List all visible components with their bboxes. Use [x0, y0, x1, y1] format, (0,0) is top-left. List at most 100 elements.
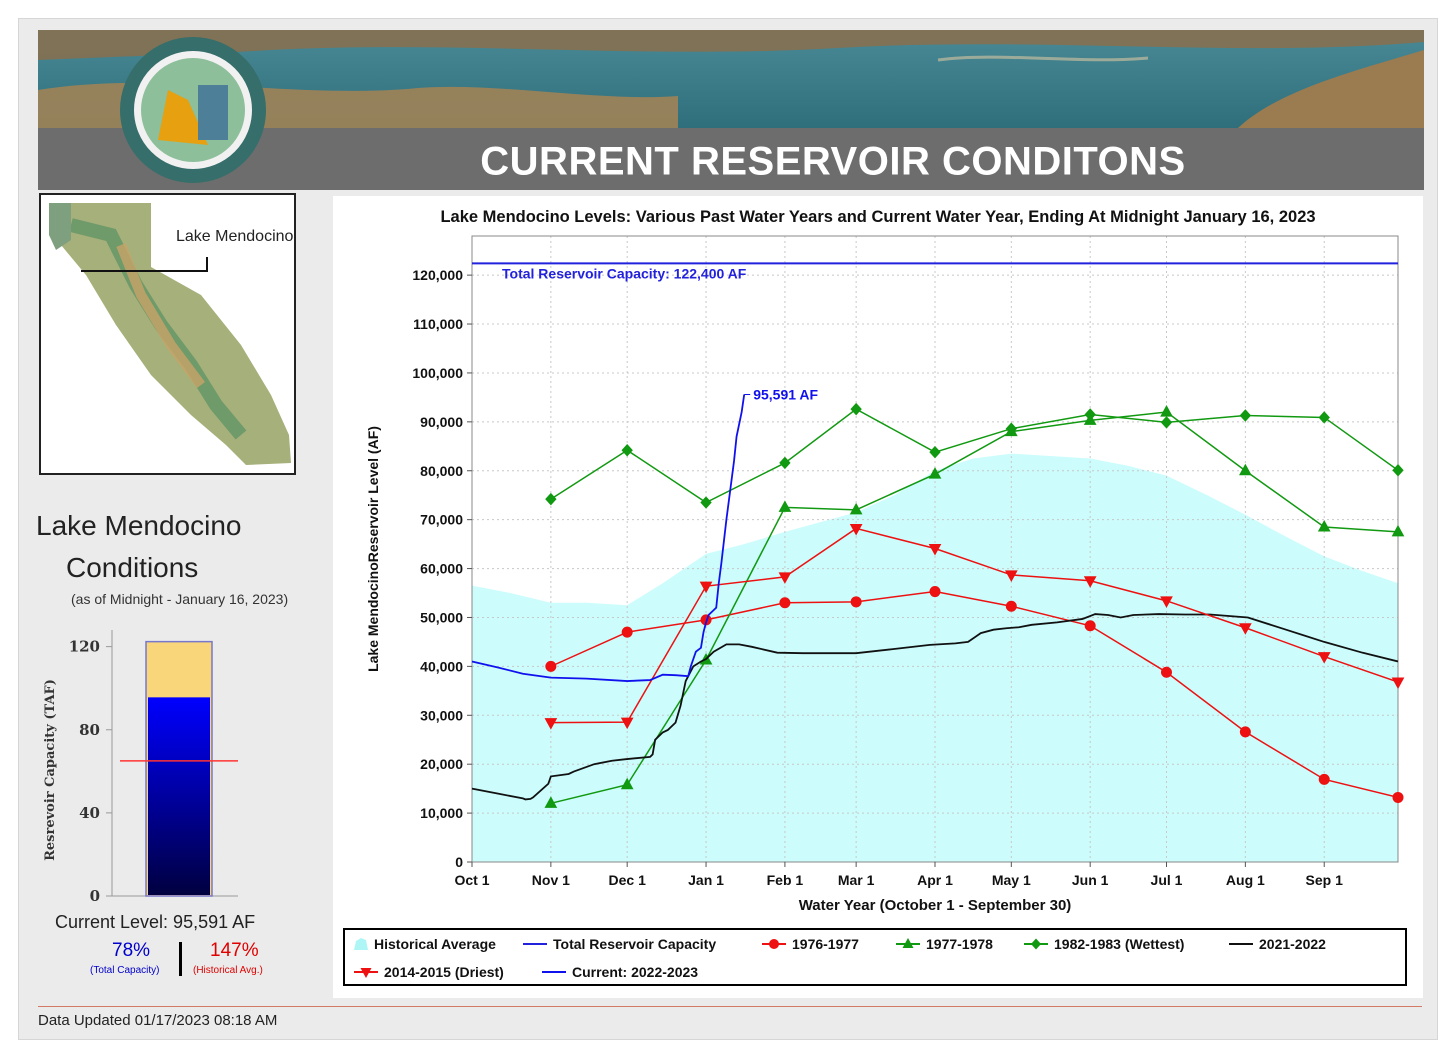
data-point-1976-1977: [1161, 666, 1172, 678]
x-tick-label: Jan 1: [688, 872, 724, 888]
chart-xlabel: Water Year (October 1 - September 30): [799, 897, 1072, 914]
total-capacity-label: Total Reservoir Capacity: 122,400 AF: [502, 265, 747, 281]
data-point-1977-1978: [620, 777, 634, 790]
percent-total-capacity: 78%: [112, 940, 151, 961]
legend-label: 1982-1983 (Wettest): [1054, 936, 1185, 952]
data-point-1977-1978: [544, 796, 558, 808]
data-point-1976-1977: [1239, 726, 1251, 738]
chart-ylabel: Lake MendocinoReservoir Level (AF): [365, 426, 381, 672]
y-tick-label: 10,000: [420, 805, 463, 821]
legend-item-1976-1977: 1976-1977: [761, 936, 859, 952]
legend-item-1982-1983-wettest: 1982-1983 (Wettest): [1023, 936, 1184, 952]
legend-swatch-icon: [896, 938, 920, 948]
y-tick-label: 50,000: [420, 609, 463, 625]
y-tick-label: 110,000: [413, 316, 463, 332]
capacity-gauge: Resrevoir Capacity (TAF) 0 40 80 120: [43, 630, 238, 905]
legend-label: 1976-1977: [792, 936, 859, 952]
legend-item-current-2022-2023: Current: 2022-2023: [541, 964, 698, 980]
data-point-2014-2015-driest: [620, 717, 634, 730]
california-map-image: [49, 203, 291, 465]
current-level: Current Level: 95,591 AF: [55, 912, 256, 932]
legend-swatch-icon: [1229, 943, 1253, 945]
current-level-annotation: 95,591 AF: [753, 387, 818, 403]
data-point-1982-1983-wettest: [929, 445, 941, 459]
y-tick-label: 80,000: [420, 463, 463, 479]
california-map: [39, 193, 296, 475]
data-point-1976-1977: [621, 626, 633, 638]
data-point-2014-2015-driest: [1083, 576, 1097, 588]
chart-panel: Lake Mendocino Levels: Various Past Wate…: [333, 196, 1423, 998]
series-line-2014-2015-driest: [550, 527, 1399, 724]
y-tick-label: 20,000: [420, 756, 463, 772]
legend-item-total-reservoir-capacity: Total Reservoir Capacity: [522, 936, 716, 952]
series-line-2021-2022: [471, 613, 1399, 801]
percent-historical-average-label: (Historical Avg.): [193, 965, 263, 976]
x-tick-label: Sep 1: [1306, 872, 1344, 888]
data-point-1982-1983-wettest: [779, 456, 791, 470]
map-label: Lake Mendocino: [176, 228, 294, 245]
series-line-current-2022-2023: [471, 394, 746, 682]
legend-label: 2014-2015 (Driest): [384, 964, 504, 980]
percent-total-capacity-label: (Total Capacity): [90, 965, 160, 976]
data-point-1977-1978: [1239, 463, 1252, 476]
map-pointer-line: [81, 257, 208, 272]
data-point-1976-1977: [850, 596, 862, 608]
data-point-1976-1977: [779, 597, 791, 609]
levels-chart: Lake Mendocino Levels: Various Past Wate…: [365, 208, 1405, 914]
data-point-2014-2015-driest: [544, 718, 558, 730]
x-tick-label: Feb 1: [767, 872, 804, 888]
data-point-1977-1978: [1391, 524, 1405, 537]
series-line-1977-1978: [550, 411, 1399, 805]
data-point-1982-1983-wettest: [1239, 409, 1252, 422]
data-updated: Data Updated 01/17/2023 08:18 AM: [38, 1012, 278, 1029]
gauge-ylabel: Resrevoir Capacity (TAF): [43, 679, 58, 861]
data-point-1982-1983-wettest: [1160, 416, 1173, 429]
x-tick-label: Nov 1: [532, 872, 570, 888]
legend-swatch-icon: [762, 939, 786, 949]
x-tick-label: May 1: [992, 872, 1031, 888]
data-point-1976-1977: [1005, 600, 1017, 612]
legend-swatch-icon: [354, 938, 368, 950]
y-tick-label: 70,000: [420, 512, 463, 528]
legend-item-2021-2022: 2021-2022: [1228, 936, 1326, 952]
gauge-tick-label: 120: [69, 638, 100, 656]
footer-divider: [38, 1006, 1422, 1007]
y-tick-label: 100,000: [412, 365, 463, 381]
data-point-2014-2015-driest: [1317, 652, 1331, 664]
dwr-seal-icon: [120, 37, 266, 183]
banner-lake-image: [38, 30, 1424, 190]
data-point-1976-1977: [1084, 620, 1096, 632]
data-point-2014-2015-driest: [1391, 677, 1405, 690]
y-tick-label: 30,000: [420, 707, 463, 723]
data-point-2014-2015-driest: [699, 581, 713, 594]
data-point-1982-1983-wettest: [1084, 408, 1096, 421]
conditions-title-line2: Conditions: [66, 552, 199, 583]
data-point-1982-1983-wettest: [1005, 422, 1017, 435]
x-tick-label: Aug 1: [1226, 872, 1265, 888]
legend-swatch-icon: [354, 968, 378, 978]
data-point-1982-1983-wettest: [545, 492, 557, 506]
x-tick-label: Dec 1: [609, 872, 647, 888]
legend-label: 1977-1978: [926, 936, 993, 952]
y-tick-label: 90,000: [420, 414, 463, 430]
data-point-1977-1978: [849, 502, 863, 515]
data-point-2014-2015-driest: [1239, 623, 1252, 635]
gauge-tick-label: 0: [90, 887, 100, 905]
data-point-1976-1977: [1318, 773, 1330, 785]
x-tick-label: Jul 1: [1151, 872, 1183, 888]
legend-item-1977-1978: 1977-1978: [895, 936, 993, 952]
data-point-1976-1977: [545, 660, 557, 672]
data-point-2014-2015-driest: [849, 523, 863, 536]
conditions-title: Lake Mendocino: [36, 510, 242, 541]
conditions-subtitle: (as of Midnight - January 16, 2023): [71, 591, 289, 607]
x-tick-label: Oct 1: [454, 872, 489, 888]
percent-divider: [179, 942, 182, 976]
banner: CURRENT RESERVOIR CONDITONS: [38, 30, 1424, 190]
x-tick-label: Apr 1: [917, 872, 953, 888]
x-tick-label: Mar 1: [838, 872, 875, 888]
data-point-1977-1978: [928, 467, 942, 479]
legend-label: Current: 2022-2023: [572, 964, 699, 980]
data-point-1982-1983-wettest: [850, 402, 862, 416]
legend-swatch-icon: [523, 943, 547, 945]
series-line-1976-1977: [550, 590, 1399, 799]
